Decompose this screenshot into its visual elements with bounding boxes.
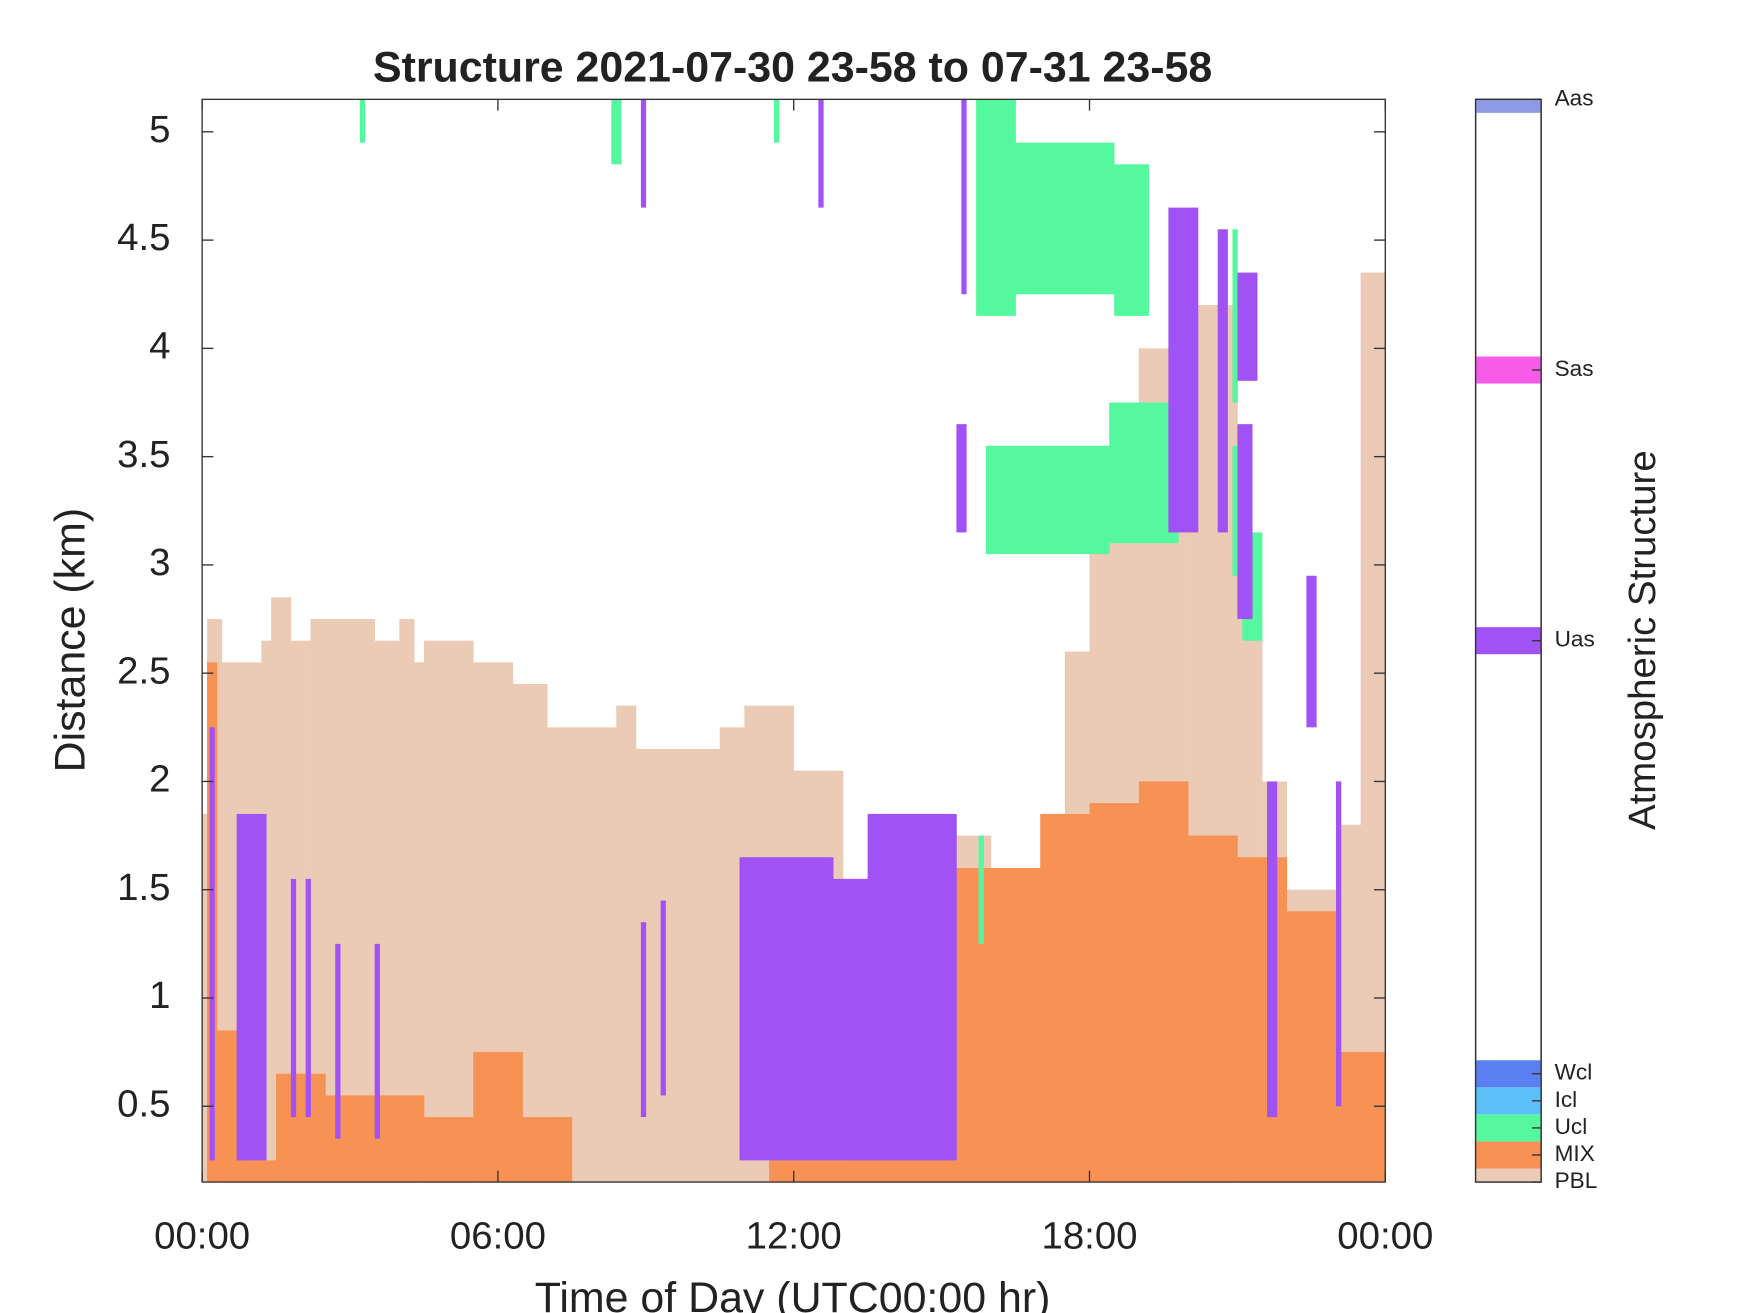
structure-interval <box>660 900 666 1096</box>
structure-interval <box>359 99 366 143</box>
colorbar-tick-label: PBL <box>1555 1168 1598 1193</box>
structure-interval <box>1335 1052 1386 1183</box>
y-tick-label: 2.5 <box>117 649 170 692</box>
colorbar-tick-label: Ucl <box>1555 1114 1588 1139</box>
colorbar-band <box>1475 627 1542 655</box>
structure-interval <box>978 835 984 944</box>
structure-interval <box>739 857 834 1161</box>
structure-interval <box>773 99 780 143</box>
colorbar-tick-label: MIX <box>1555 1141 1595 1166</box>
structure-interval <box>414 662 425 1183</box>
structure-interval <box>1286 911 1337 1183</box>
structure-interval <box>1114 164 1150 316</box>
y-tick-label: 0.5 <box>117 1082 170 1125</box>
structure-interval <box>985 445 1110 555</box>
colorbar-band <box>1475 1114 1542 1142</box>
structure-interval <box>276 1073 326 1183</box>
y-tick-label: 1.5 <box>117 866 170 909</box>
chart-title: Structure 2021-07-30 23-58 to 07-31 23-5… <box>373 43 1212 91</box>
x-axis-label: Time of Day (UTC00:00 hr) <box>535 1274 1051 1313</box>
structure-interval <box>769 1160 844 1183</box>
colorbar-tick-label: Wcl <box>1555 1060 1593 1085</box>
structure-interval <box>616 705 637 1183</box>
structure-interval <box>1237 272 1258 381</box>
structure-interval <box>236 813 267 1161</box>
structure-interval <box>956 424 967 533</box>
structure-interval <box>1217 229 1228 533</box>
structure-interval <box>423 1117 474 1183</box>
structure-interval <box>1306 575 1317 728</box>
y-tick-label: 1 <box>149 974 170 1017</box>
structure-interval <box>290 878 297 1118</box>
colorbar-band <box>1475 1087 1542 1115</box>
y-tick-label: 3 <box>149 541 170 584</box>
colorbar-label: Atmospheric Structure <box>1621 450 1664 830</box>
structure-interval <box>251 1160 277 1183</box>
colorbar-tick-label: Sas <box>1555 356 1594 381</box>
structure-interval <box>209 727 215 1161</box>
y-tick-label: 3.5 <box>117 433 170 476</box>
structure-interval <box>305 878 311 1118</box>
colorbar-outline <box>1474 98 1542 1183</box>
structure-interval <box>473 1052 523 1183</box>
structure-interval <box>1237 857 1288 1183</box>
structure-interval <box>867 813 957 1161</box>
plot-marks <box>202 99 1386 1183</box>
structure-interval <box>833 878 869 1161</box>
structure-interval <box>1237 424 1253 620</box>
structure-interval <box>635 748 721 1183</box>
structure-interval <box>1015 142 1115 295</box>
structure-interval <box>1232 229 1238 403</box>
colorbar-tick-label: Aas <box>1555 85 1594 110</box>
x-tick-label: 06:00 <box>450 1215 546 1258</box>
structure-interval <box>1188 835 1238 1183</box>
colorbar-band <box>1475 356 1542 384</box>
structure-interval <box>640 99 647 208</box>
structure-interval <box>423 640 474 1183</box>
structure-interval <box>976 99 1016 316</box>
colorbar-band <box>1475 99 1542 113</box>
y-tick-label: 2 <box>149 758 170 801</box>
y-axis-label: Distance (km) <box>47 508 95 773</box>
structure-interval <box>1138 781 1189 1183</box>
x-tick-label: 00:00 <box>154 1215 250 1258</box>
structure-interval <box>374 943 380 1139</box>
structure-interval <box>399 619 415 1183</box>
colorbar-tick-label: Uas <box>1555 627 1595 652</box>
structure-interval <box>1168 207 1199 533</box>
structure-interval <box>1335 781 1342 1107</box>
colorbar-band <box>1475 1141 1542 1169</box>
structure-interval <box>1266 781 1278 1118</box>
structure-interval <box>1089 803 1140 1183</box>
structure-interval <box>335 943 341 1139</box>
structure-interval <box>1040 813 1090 1183</box>
y-tick-label: 5 <box>149 108 170 151</box>
y-tick-label: 4 <box>149 325 170 368</box>
x-tick-label: 00:00 <box>1337 1215 1433 1258</box>
structure-interval <box>818 99 824 208</box>
structure-interval <box>956 868 1041 1183</box>
structure-interval <box>1109 402 1179 544</box>
structure-interval <box>271 597 292 1183</box>
structure-interval <box>640 922 647 1118</box>
structure-interval <box>961 99 967 295</box>
y-tick-label: 4.5 <box>117 216 170 259</box>
structure-interval <box>547 727 617 1183</box>
colorbar-band <box>1475 1168 1542 1183</box>
structure-interval <box>1360 272 1386 1183</box>
x-tick-label: 12:00 <box>746 1215 842 1258</box>
structure-interval <box>522 1117 573 1183</box>
colorbar-band <box>1475 1060 1542 1088</box>
colorbar-tick-label: Icl <box>1555 1087 1578 1112</box>
x-tick-label: 18:00 <box>1041 1215 1137 1258</box>
structure-interval <box>611 99 622 165</box>
